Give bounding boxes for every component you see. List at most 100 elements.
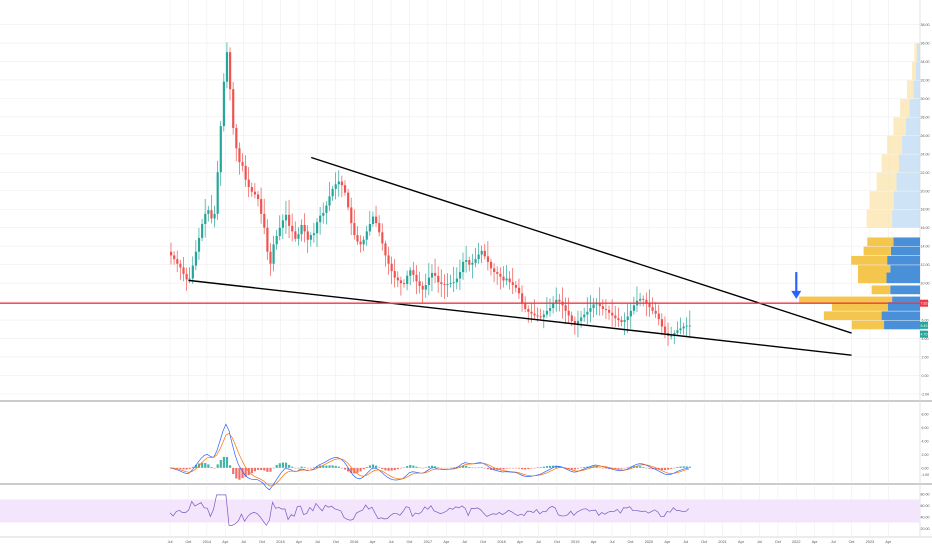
volume-profile-bar-up — [892, 296, 920, 304]
candle-body — [688, 325, 691, 327]
candle-body — [496, 272, 499, 274]
candle-body — [253, 191, 257, 195]
macd-histogram-bar — [238, 467, 241, 480]
time-tick-label: Apr — [664, 540, 671, 544]
macd-histogram-bar — [558, 466, 561, 468]
time-tick-label: Oct — [775, 540, 782, 544]
macd-histogram-bar — [468, 467, 471, 468]
volume-profile-bar-up — [902, 135, 920, 154]
candle-body — [322, 212, 325, 216]
macd-histogram-bar — [232, 467, 235, 475]
candle-body — [170, 251, 173, 256]
time-tick-label: 2021 — [718, 540, 726, 544]
macd-histogram-bar — [639, 466, 642, 468]
macd-histogram-bar — [278, 463, 281, 468]
candle-body — [291, 225, 294, 232]
volume-profile-bar-up — [905, 117, 920, 136]
macd-histogram-bar — [250, 467, 253, 474]
candle-body — [213, 213, 216, 219]
candle-body — [608, 309, 611, 313]
macd-histogram-bar — [222, 456, 225, 468]
volume-profile-bar-down — [914, 43, 917, 62]
candle-body — [493, 268, 496, 273]
candle-body — [676, 330, 679, 334]
candle-body — [440, 282, 443, 285]
macd-histogram-bar — [483, 467, 486, 469]
volume-profile-bar-down — [858, 265, 891, 274]
macd-histogram-bar — [312, 467, 316, 468]
macd-histogram-bar — [493, 467, 496, 471]
volume-profile-bar-down — [831, 302, 888, 311]
candle-body — [480, 250, 483, 255]
candle-body — [368, 224, 371, 232]
macd-histogram-bar — [632, 466, 636, 468]
time-tick-label: Jul — [683, 540, 688, 544]
macd-histogram-bar — [393, 467, 396, 471]
candle-body — [188, 278, 191, 280]
candle-body — [312, 233, 316, 236]
price-axis[interactable]: 38.00 36.00 34.00 32.00 30.00 28.00 26.00 24.00… — [921, 23, 930, 397]
price-tick-label: -2.00 — [921, 393, 929, 397]
candle-body — [521, 293, 524, 304]
macd-pane[interactable]: 8.00 6.00 4.00 2.00 0.00 -1.00 — [169, 412, 929, 491]
candle-body — [536, 315, 539, 317]
volume-profile-bar-down — [881, 154, 899, 173]
candle-body — [458, 272, 462, 279]
price-tick-label: 36.00 — [921, 41, 930, 45]
candle-body — [328, 196, 331, 206]
candle-body — [511, 282, 514, 285]
price-tick-label: 16.00 — [921, 226, 930, 230]
time-tick-label: Oct — [554, 540, 561, 544]
candle-body — [303, 224, 306, 232]
candle-body — [381, 232, 384, 244]
candle-body — [623, 320, 626, 322]
candle-body — [393, 271, 396, 278]
rsi-line — [169, 494, 690, 526]
candle-body — [517, 287, 521, 294]
volume-profile-bar-up — [916, 43, 920, 62]
macd-histogram-bar — [567, 467, 570, 470]
candle-body — [502, 276, 505, 281]
macd-histogram-bar — [334, 465, 337, 468]
candle-body — [402, 283, 406, 285]
macd-histogram-bar — [511, 467, 514, 469]
macd-histogram-bar — [530, 467, 533, 469]
candle-body — [396, 277, 399, 281]
macd-histogram-bar — [598, 467, 601, 468]
macd-histogram-bar — [409, 464, 412, 468]
macd-histogram-bar — [654, 467, 657, 470]
candle-body — [210, 210, 213, 219]
macd-histogram-bar — [437, 467, 440, 468]
rsi-pane[interactable]: 80.00 60.00 40.00 20.00 — [0, 492, 930, 531]
volume-profile-bar-up — [886, 272, 920, 284]
candle-body — [486, 256, 490, 262]
macd-histogram-bar — [253, 467, 257, 472]
candle-body — [244, 165, 247, 180]
time-axis[interactable]: Jul Oct 2014 Apr Jul Oct 2015 Apr Jul Oct 2016 Apr J… — [168, 540, 892, 544]
macd-histogram-bar — [635, 465, 639, 468]
candle-body — [558, 299, 561, 302]
price-tick-label: 0.00 — [922, 374, 929, 378]
candle-body — [589, 308, 592, 312]
time-tick-label: 2019 — [571, 540, 579, 544]
macd-tick-label: 0.00 — [922, 466, 929, 470]
candle-body — [614, 315, 617, 319]
candle-body — [555, 299, 558, 304]
macd-histogram-bar — [269, 467, 272, 472]
time-tick-label: Apr — [222, 540, 229, 544]
volume-profile-bar-up — [887, 255, 920, 265]
candle-body — [679, 328, 682, 331]
price-labels: 7.83 5.43 4.70 — [920, 299, 928, 338]
macd-histogram-bar — [229, 465, 232, 468]
macd-histogram-bar — [241, 467, 244, 479]
candle-body — [316, 222, 319, 234]
time-tick-label: Oct — [480, 540, 487, 544]
candle-body — [617, 318, 620, 321]
candle-body — [483, 250, 486, 257]
macd-histogram-bar — [188, 467, 191, 469]
candle-body — [598, 302, 601, 307]
price-label-text: 7.83 — [921, 302, 928, 306]
volume-profile-bar-down — [869, 191, 894, 210]
candle-body — [465, 260, 468, 262]
